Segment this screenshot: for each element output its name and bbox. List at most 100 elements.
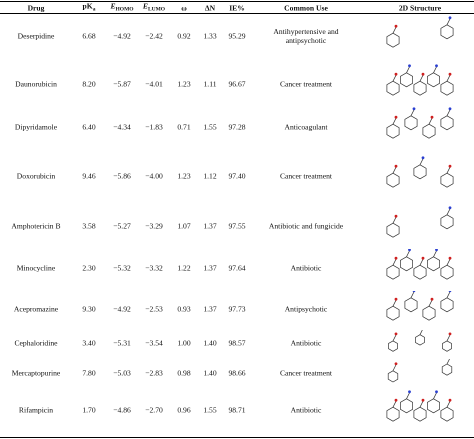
atom — [394, 332, 398, 336]
bond — [433, 66, 437, 73]
value-cell: 1.40 — [203, 338, 217, 348]
value-cell: −4.00 — [145, 171, 163, 181]
value-cell: −4.34 — [113, 122, 131, 132]
structure-image — [387, 359, 453, 383]
atom — [394, 398, 398, 402]
atom — [394, 115, 398, 119]
header-cell: EHOMO — [110, 1, 133, 14]
header-rule — [0, 13, 474, 14]
value-cell: −2.53 — [145, 304, 163, 314]
header-cell: ELUMO — [143, 1, 165, 14]
bond — [406, 392, 410, 399]
value-cell: 3.58 — [82, 221, 96, 231]
atom — [421, 72, 425, 76]
bond — [419, 158, 424, 165]
atom — [408, 390, 411, 394]
ring — [387, 370, 399, 383]
atom — [394, 256, 398, 260]
atom — [430, 115, 434, 119]
value-cell: 1.37 — [203, 221, 217, 231]
ring — [440, 406, 454, 422]
bond — [446, 259, 451, 266]
bond — [419, 330, 423, 335]
value-cell: −1.83 — [145, 122, 163, 132]
ring — [440, 214, 454, 230]
atom — [394, 214, 398, 218]
ring — [427, 72, 440, 88]
bond — [446, 401, 451, 408]
value-cell: 1.12 — [203, 171, 217, 181]
header-text: 2D Structure — [398, 3, 442, 12]
structure-image — [386, 16, 454, 48]
ring — [413, 406, 427, 422]
header-cell: Common Use — [284, 3, 328, 12]
atom — [448, 206, 452, 210]
bond — [446, 291, 451, 298]
bond — [410, 109, 415, 116]
ring — [413, 80, 427, 96]
value-cell: 1.37 — [203, 304, 217, 314]
ring — [422, 305, 436, 321]
value-cell: 0.92 — [177, 31, 191, 41]
structure-image — [388, 330, 452, 352]
bond — [433, 250, 437, 257]
bond — [406, 66, 410, 73]
bond — [392, 364, 397, 371]
ring — [386, 264, 400, 280]
structure-image — [386, 390, 454, 422]
value-cell: −4.01 — [145, 79, 163, 89]
value-cell: −5.87 — [113, 79, 131, 89]
drug-name: Cephaloridine — [14, 338, 58, 348]
structure-image — [386, 206, 454, 238]
value-cell: 1.33 — [203, 31, 217, 41]
value-cell: −4.86 — [113, 405, 131, 415]
ring — [386, 80, 400, 96]
common-use: Antibiotic — [290, 338, 322, 348]
ring — [422, 123, 436, 139]
header-text: ω — [181, 3, 187, 12]
value-cell: 1.37 — [203, 263, 217, 273]
value-cell: 7.80 — [82, 368, 96, 378]
value-cell: 97.40 — [228, 171, 246, 181]
value-cell: 6.68 — [82, 31, 96, 41]
structure-image — [386, 249, 454, 280]
atom — [448, 256, 452, 260]
bottom-rule — [0, 437, 474, 438]
common-use: Cancer treatment — [279, 368, 333, 378]
ring — [386, 305, 400, 321]
ring — [413, 164, 427, 180]
bond — [446, 334, 451, 342]
ring — [440, 264, 454, 280]
atom — [448, 291, 452, 293]
drug-name: Dipyridamole — [14, 122, 58, 132]
atom — [435, 64, 438, 68]
atom — [430, 297, 434, 301]
value-cell: 1.23 — [177, 171, 191, 181]
atom — [448, 107, 452, 111]
bond — [446, 18, 451, 25]
bond — [392, 334, 397, 342]
bond — [446, 109, 451, 116]
common-use: Antipsychotic — [284, 304, 328, 314]
atom — [394, 72, 398, 76]
structure-image — [386, 156, 454, 188]
value-cell: 97.73 — [228, 304, 246, 314]
ring — [440, 80, 454, 96]
bond — [392, 75, 397, 82]
ring — [415, 334, 425, 346]
ring — [427, 256, 440, 272]
ring — [404, 115, 418, 131]
top-rule — [0, 1, 474, 2]
value-cell: 97.64 — [228, 263, 246, 273]
bond — [419, 259, 424, 266]
header-text: pK — [82, 1, 93, 10]
common-use: Antibiotic — [290, 263, 322, 273]
header-cell: ΔN — [205, 3, 215, 12]
value-cell: −5.31 — [113, 338, 131, 348]
ring — [441, 363, 453, 376]
atom — [408, 249, 411, 252]
drug-name: Acepromazine — [13, 304, 59, 314]
value-cell: 1.00 — [177, 338, 191, 348]
bond — [410, 291, 415, 298]
